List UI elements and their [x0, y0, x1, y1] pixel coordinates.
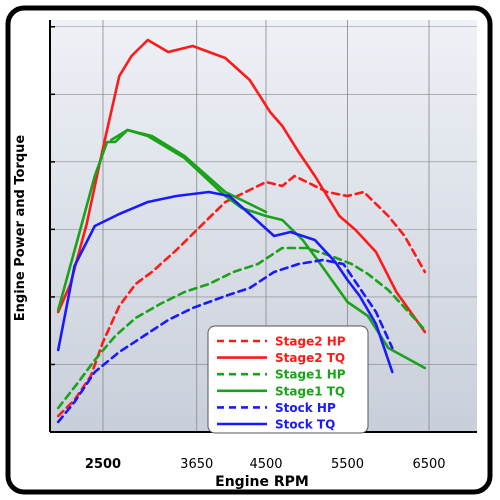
legend-label: Stage2 HP: [275, 335, 346, 349]
legend-label: Stage1 HP: [275, 368, 346, 382]
x-tick-label: 4500: [249, 457, 282, 472]
x-tick-label: 3650: [180, 457, 213, 472]
x-tick-labels: 2500 3650 4500 5500 6500: [85, 457, 446, 472]
x-tick-label: 2500: [85, 457, 121, 472]
legend-label: Stock HP: [275, 401, 336, 415]
series-line-stage2-tq: [56, 38, 427, 334]
legend-label: Stock TQ: [275, 418, 335, 432]
series-group: [56, 38, 427, 424]
series-line-stock-tq: [56, 190, 394, 374]
x-tick-label: 5500: [331, 457, 364, 472]
legend-label: Stage2 TQ: [275, 351, 345, 365]
series-line-stage1-hp: [56, 246, 427, 410]
series-line-stock-hp: [56, 258, 394, 424]
series-line-stage1-tq: [56, 128, 427, 370]
legend: Stage2 HP Stage2 TQ Stage1 HP Stage1 TQ Stoc…: [207, 325, 369, 434]
x-axis-title: Engine RPM: [215, 474, 309, 490]
series-line-stage2-hp: [56, 174, 427, 418]
series-line-stage1-tq-overlap: [109, 128, 268, 214]
x-tick-label: 6500: [412, 457, 445, 472]
legend-label: Stage1 TQ: [275, 384, 345, 398]
y-axis-title: Engine Power and Torque: [13, 135, 28, 322]
